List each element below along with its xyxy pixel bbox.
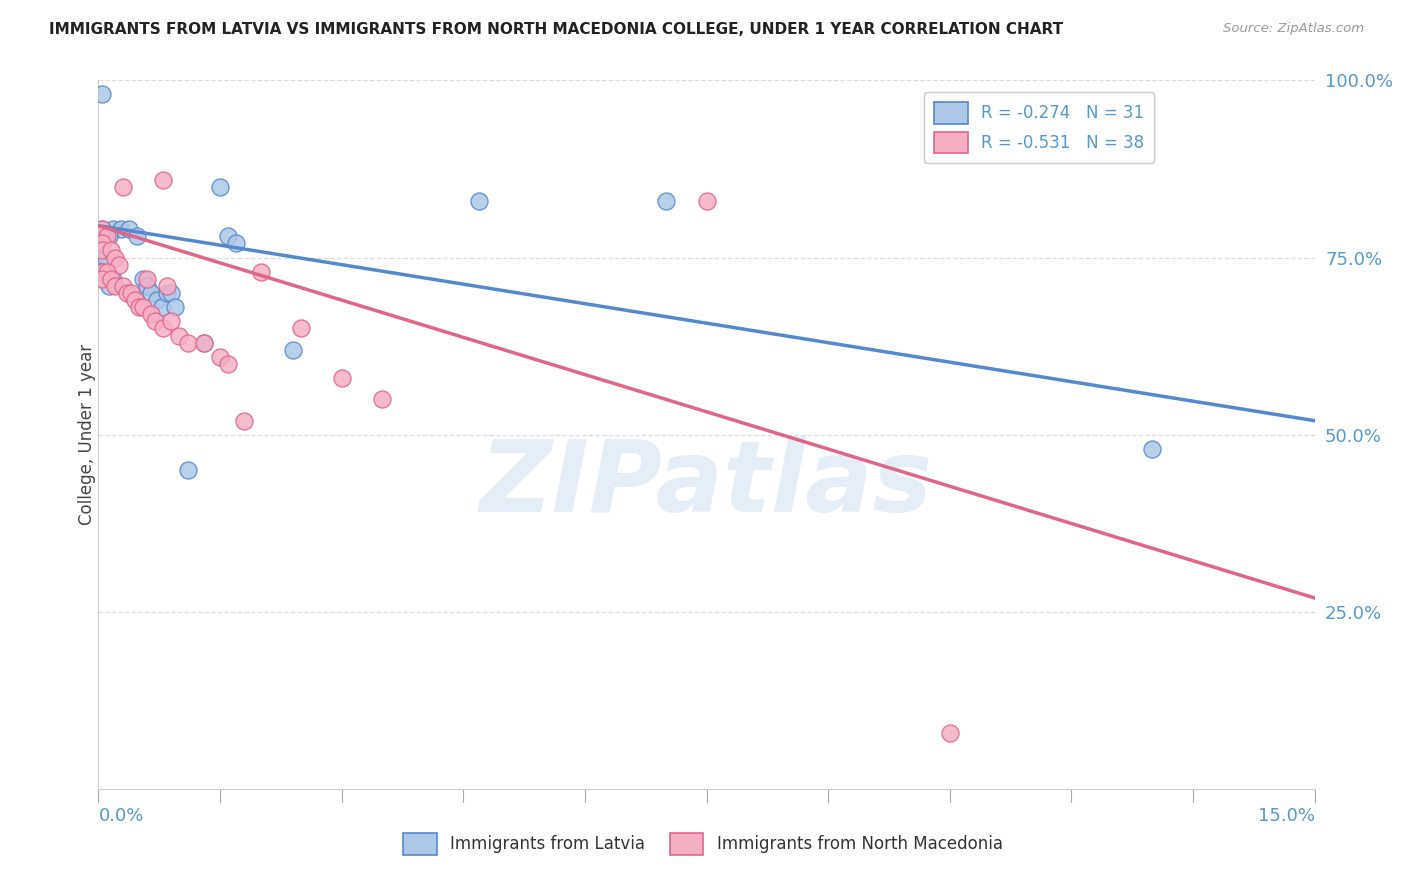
Point	[91, 236, 114, 251]
Point	[132, 300, 155, 314]
Point	[94, 251, 117, 265]
Point	[110, 222, 132, 236]
Point	[281, 343, 304, 357]
Point	[104, 279, 127, 293]
Text: 15.0%: 15.0%	[1257, 807, 1315, 825]
Point	[160, 314, 183, 328]
Point	[91, 87, 114, 102]
Point	[225, 236, 247, 251]
Point	[118, 222, 141, 236]
Point	[696, 194, 718, 208]
Point	[101, 222, 124, 236]
Point	[128, 300, 150, 314]
Point	[233, 414, 256, 428]
Point	[146, 293, 169, 307]
Text: ZIPatlas: ZIPatlas	[479, 436, 934, 533]
Point	[330, 371, 353, 385]
Legend: Immigrants from Latvia, Immigrants from North Macedonia: Immigrants from Latvia, Immigrants from …	[396, 827, 1010, 862]
Point	[136, 272, 159, 286]
Point	[160, 285, 183, 300]
Point	[217, 357, 239, 371]
Point	[176, 335, 198, 350]
Point	[111, 179, 134, 194]
Point	[132, 272, 155, 286]
Point	[139, 307, 162, 321]
Point	[249, 265, 271, 279]
Point	[193, 335, 215, 350]
Point	[91, 244, 114, 258]
Text: 0.0%: 0.0%	[98, 807, 143, 825]
Point	[97, 279, 120, 293]
Point	[111, 279, 134, 293]
Point	[90, 222, 112, 236]
Point	[152, 321, 174, 335]
Point	[217, 229, 239, 244]
Point	[104, 251, 127, 265]
Point	[143, 314, 166, 328]
Point	[152, 172, 174, 186]
Legend: R = -0.274   N = 31, R = -0.531   N = 38: R = -0.274 N = 31, R = -0.531 N = 38	[925, 92, 1154, 163]
Point	[209, 350, 232, 364]
Point	[91, 265, 114, 279]
Point	[94, 229, 117, 244]
Point	[165, 300, 187, 314]
Point	[176, 463, 198, 477]
Point	[100, 272, 122, 286]
Point	[90, 236, 112, 251]
Point	[96, 265, 118, 279]
Point	[136, 279, 159, 293]
Point	[193, 335, 215, 350]
Point	[90, 265, 112, 279]
Text: IMMIGRANTS FROM LATVIA VS IMMIGRANTS FROM NORTH MACEDONIA COLLEGE, UNDER 1 YEAR : IMMIGRANTS FROM LATVIA VS IMMIGRANTS FRO…	[49, 22, 1063, 37]
Point	[107, 258, 129, 272]
Text: Source: ZipAtlas.com: Source: ZipAtlas.com	[1223, 22, 1364, 36]
Point	[371, 392, 394, 407]
Point	[939, 725, 962, 739]
Y-axis label: College, Under 1 year: College, Under 1 year	[79, 344, 96, 525]
Point	[96, 229, 118, 244]
Point	[156, 285, 179, 300]
Point	[97, 229, 120, 244]
Point	[90, 251, 112, 265]
Point	[91, 222, 114, 236]
Point	[124, 293, 146, 307]
Point	[139, 285, 162, 300]
Point	[127, 229, 149, 244]
Point	[101, 272, 124, 286]
Point	[156, 279, 179, 293]
Point	[91, 272, 114, 286]
Point	[290, 321, 312, 335]
Point	[655, 194, 678, 208]
Point	[1142, 442, 1164, 456]
Point	[150, 300, 173, 314]
Point	[468, 194, 491, 208]
Point	[100, 244, 122, 258]
Point	[169, 328, 191, 343]
Point	[115, 285, 138, 300]
Point	[120, 285, 142, 300]
Point	[209, 179, 232, 194]
